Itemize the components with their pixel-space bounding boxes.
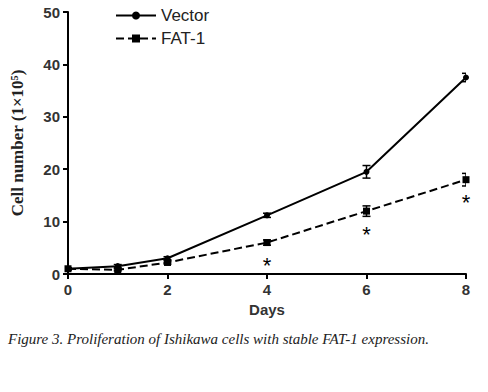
svg-text:Cell number (1×10⁵): Cell number (1×10⁵) — [8, 70, 27, 217]
svg-text:*: * — [462, 190, 471, 215]
svg-text:2: 2 — [163, 281, 171, 298]
svg-text:4: 4 — [263, 281, 272, 298]
svg-text:FAT-1: FAT-1 — [161, 29, 205, 48]
svg-text:0: 0 — [52, 266, 60, 283]
svg-text:Days: Days — [249, 301, 285, 318]
svg-text:50: 50 — [43, 4, 60, 21]
svg-text:20: 20 — [43, 161, 60, 178]
html-text:Figure 3. Proliferation of Ish: Figure 3. Proliferation of Ishikawa cell… — [8, 331, 429, 347]
svg-text:Vector: Vector — [161, 6, 210, 25]
svg-text:30: 30 — [43, 108, 60, 125]
svg-text:40: 40 — [43, 56, 60, 73]
svg-text:6: 6 — [362, 281, 370, 298]
svg-text:10: 10 — [43, 213, 60, 230]
svg-text:*: * — [263, 253, 272, 278]
svg-text:0: 0 — [64, 281, 72, 298]
svg-text:*: * — [362, 222, 371, 247]
svg-text:8: 8 — [462, 281, 470, 298]
